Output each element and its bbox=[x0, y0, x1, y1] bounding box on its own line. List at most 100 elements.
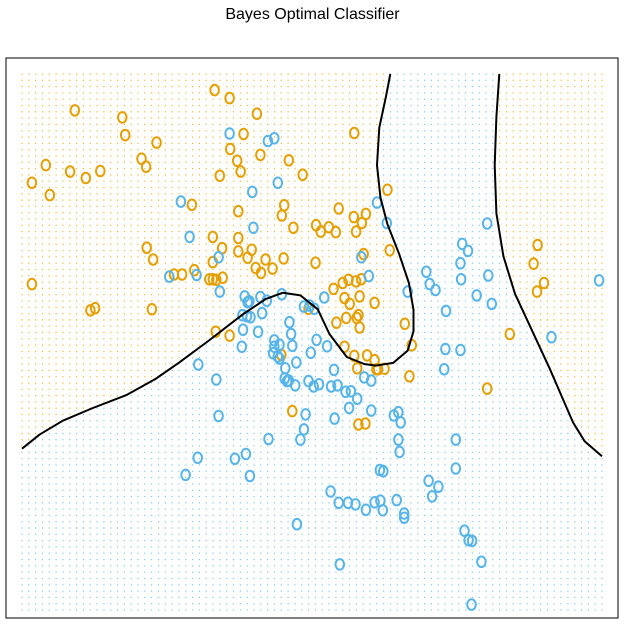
grid-dot-orange bbox=[185, 300, 187, 302]
grid-dot-orange bbox=[55, 357, 57, 359]
grid-dot-orange bbox=[308, 237, 310, 239]
grid-dot-blue bbox=[267, 464, 269, 466]
grid-dot-blue bbox=[212, 495, 214, 498]
grid-dot-orange bbox=[35, 243, 37, 245]
grid-dot-orange bbox=[116, 338, 119, 340]
grid-dot-orange bbox=[82, 357, 84, 359]
grid-dot-orange bbox=[171, 193, 173, 195]
grid-dot-blue bbox=[130, 565, 132, 567]
grid-dot-orange bbox=[314, 250, 316, 252]
grid-dot-orange bbox=[35, 388, 37, 390]
grid-dot-orange bbox=[157, 275, 160, 277]
grid-dot-orange bbox=[41, 281, 44, 283]
grid-dot-blue bbox=[123, 559, 125, 561]
grid-dot-blue bbox=[253, 489, 255, 491]
grid-dot-blue bbox=[62, 508, 64, 510]
grid-dot-orange bbox=[362, 180, 364, 182]
grid-dot-blue bbox=[171, 420, 173, 422]
grid-dot-blue bbox=[335, 609, 337, 611]
grid-dot-orange bbox=[226, 79, 228, 81]
grid-dot-blue bbox=[69, 603, 71, 605]
grid-dot-blue bbox=[41, 609, 44, 611]
grid-dot-orange bbox=[69, 268, 71, 271]
grid-dot-orange bbox=[348, 180, 351, 182]
grid-dot-orange bbox=[48, 287, 50, 289]
grid-dot-blue bbox=[403, 180, 405, 182]
grid-dot-blue bbox=[110, 439, 112, 441]
grid-dot-blue bbox=[396, 98, 398, 100]
grid-dot-orange bbox=[48, 231, 50, 233]
grid-dot-orange bbox=[55, 275, 57, 277]
grid-dot-blue bbox=[335, 407, 337, 409]
grid-dot-blue bbox=[205, 376, 207, 378]
grid-dot-orange bbox=[198, 186, 200, 189]
grid-dot-orange bbox=[164, 186, 166, 189]
grid-dot-blue bbox=[41, 584, 44, 586]
grid-dot-blue bbox=[410, 495, 412, 498]
grid-dot-blue bbox=[232, 571, 235, 573]
grid-dot-blue bbox=[144, 514, 146, 516]
grid-dot-blue bbox=[171, 552, 173, 554]
grid-dot-blue bbox=[403, 123, 405, 125]
grid-dot-blue bbox=[396, 142, 398, 144]
grid-dot-orange bbox=[328, 123, 330, 125]
grid-dot-blue bbox=[287, 439, 289, 441]
grid-dot-orange bbox=[267, 149, 269, 151]
grid-dot-orange bbox=[369, 73, 371, 75]
grid-dot-orange bbox=[219, 168, 221, 170]
grid-dot-orange bbox=[287, 174, 289, 176]
grid-dot-orange bbox=[123, 212, 125, 214]
grid-dot-blue bbox=[232, 508, 235, 510]
grid-dot-orange bbox=[116, 243, 119, 245]
grid-dot-orange bbox=[151, 174, 153, 176]
grid-dot-orange bbox=[69, 369, 71, 371]
grid-dot-orange bbox=[301, 136, 303, 138]
grid-dot-blue bbox=[348, 596, 351, 598]
grid-dot-blue bbox=[335, 527, 337, 529]
grid-dot-orange bbox=[157, 300, 160, 302]
grid-dot-orange bbox=[110, 111, 112, 113]
grid-dot-orange bbox=[116, 376, 119, 378]
grid-dot-blue bbox=[89, 426, 91, 428]
grid-dot-blue bbox=[151, 420, 153, 422]
grid-dot-blue bbox=[342, 533, 344, 535]
grid-dot-blue bbox=[376, 527, 378, 529]
grid-dot-blue bbox=[369, 603, 371, 605]
grid-dot-blue bbox=[253, 565, 255, 567]
grid-dot-orange bbox=[35, 325, 37, 327]
grid-dot-blue bbox=[335, 502, 337, 504]
grid-dot-orange bbox=[273, 86, 276, 88]
grid-dot-orange bbox=[48, 382, 50, 384]
grid-dot-orange bbox=[41, 243, 44, 245]
grid-dot-orange bbox=[41, 313, 44, 315]
grid-dot-blue bbox=[41, 464, 44, 466]
grid-dot-orange bbox=[69, 186, 71, 189]
grid-dot-orange bbox=[273, 199, 276, 201]
grid-dot-orange bbox=[76, 79, 78, 81]
grid-dot-blue bbox=[89, 483, 91, 485]
grid-dot-orange bbox=[403, 281, 405, 283]
grid-dot-blue bbox=[260, 363, 262, 365]
grid-dot-blue bbox=[110, 571, 112, 573]
grid-dot-orange bbox=[198, 325, 200, 327]
grid-dot-orange bbox=[76, 174, 78, 176]
grid-dot-blue bbox=[48, 489, 50, 491]
grid-dot-orange bbox=[28, 382, 30, 384]
grid-dot-blue bbox=[369, 609, 371, 611]
grid-dot-blue bbox=[308, 502, 310, 504]
grid-dot-orange bbox=[89, 111, 91, 113]
grid-dot-blue bbox=[267, 350, 269, 353]
grid-dot-orange bbox=[103, 130, 105, 132]
grid-dot-orange bbox=[69, 243, 71, 245]
grid-dot-blue bbox=[308, 559, 310, 561]
grid-dot-blue bbox=[164, 565, 166, 567]
grid-dot-blue bbox=[130, 508, 132, 510]
grid-dot-blue bbox=[314, 590, 316, 592]
grid-dot-blue bbox=[192, 401, 194, 403]
grid-dot-blue bbox=[301, 376, 303, 378]
grid-dot-blue bbox=[232, 540, 235, 542]
grid-dot-orange bbox=[205, 186, 207, 189]
grid-dot-blue bbox=[96, 407, 98, 409]
grid-dot-blue bbox=[267, 603, 269, 605]
grid-dot-orange bbox=[267, 161, 269, 163]
